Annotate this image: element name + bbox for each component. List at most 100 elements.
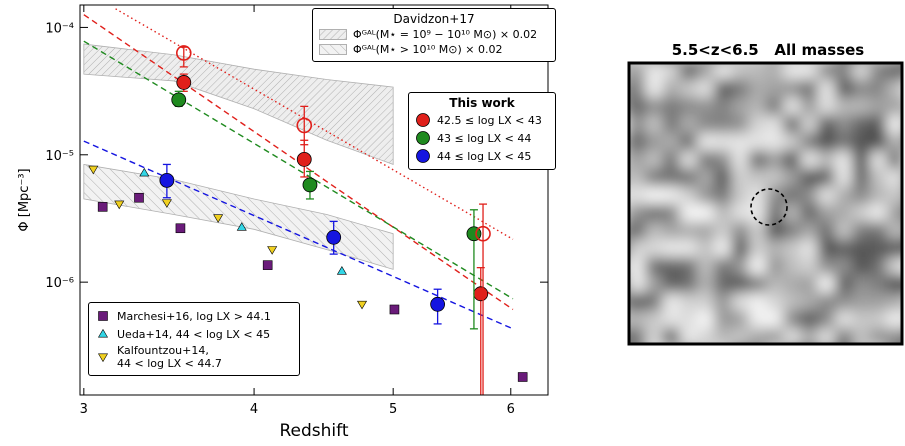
image-pixel (783, 133, 801, 152)
image-pixel (732, 80, 750, 99)
image-pixel (697, 204, 715, 223)
image-pixel (870, 346, 888, 365)
image-pixel (663, 222, 681, 241)
image-pixel (628, 346, 646, 365)
image-pixel (801, 80, 819, 99)
image-pixel (783, 293, 801, 312)
image-pixel (801, 169, 819, 188)
image-pixel (870, 98, 888, 117)
image-pixel (611, 80, 629, 99)
data-point (263, 261, 272, 270)
image-pixel (835, 186, 853, 205)
image-pixel (680, 204, 698, 223)
image-pixel (801, 133, 819, 152)
image-pixel (732, 186, 750, 205)
image-pixel (628, 293, 646, 312)
image-pixel (714, 186, 732, 205)
image-pixel (663, 204, 681, 223)
image-pixel (852, 80, 870, 99)
legend-entry: 43 ≤ log LX < 44 (415, 130, 549, 146)
image-pixel (645, 311, 663, 330)
image-pixel (611, 44, 629, 63)
image-pixel (611, 222, 629, 241)
image-pixel (628, 186, 646, 205)
image-pixel (783, 115, 801, 134)
image-pixel (835, 275, 853, 294)
legend-swatch (415, 130, 431, 146)
legend-label: Φᴳᴬᴸ(M⋆ = 10⁹ − 10¹⁰ M⊙) × 0.02 (353, 28, 537, 41)
bands-legend: Davidzon+17 Φᴳᴬᴸ(M⋆ = 10⁹ − 10¹⁰ M⊙) × 0… (312, 8, 556, 62)
image-pixel (766, 275, 784, 294)
image-pixel (783, 275, 801, 294)
image-pixel (749, 80, 767, 99)
image-pixel (732, 240, 750, 259)
y-axis-label: Φ [Mpc⁻³] (17, 168, 32, 231)
image-pixel (697, 346, 715, 365)
legend-label: Ueda+14, 44 < log LX < 45 (117, 328, 270, 341)
x-tick-label: 6 (507, 402, 515, 417)
image-pixel (852, 115, 870, 134)
legend-swatch-fill (320, 45, 347, 55)
image-pixel (835, 240, 853, 259)
legend-label: 44 ≤ log LX < 45 (437, 150, 531, 163)
image-pixel (714, 62, 732, 81)
image-pixel (818, 257, 836, 276)
image-pixel (749, 133, 767, 152)
image-pixel (697, 311, 715, 330)
page: Redshift Φ [Mpc⁻³] 5.5<z<6.5 All masses … (0, 0, 905, 446)
image-pixel (680, 151, 698, 170)
data-point (176, 224, 185, 233)
image-pixel (645, 186, 663, 205)
legend-entry: 42.5 ≤ log LX < 43 (415, 112, 549, 128)
image-pixel (628, 311, 646, 330)
image-pixel (801, 98, 819, 117)
image-pixel (732, 62, 750, 81)
image-pixel (818, 151, 836, 170)
hatched-band (84, 44, 393, 164)
image-pixel (697, 275, 715, 294)
data-point (390, 305, 399, 314)
image-pixel (680, 346, 698, 365)
image-pixel (697, 80, 715, 99)
image-pixel (628, 169, 646, 188)
legend-swatch-fill (320, 30, 347, 40)
image-pixel (835, 80, 853, 99)
image-pixel (697, 133, 715, 152)
legend-label: 43 ≤ log LX < 44 (437, 132, 531, 145)
image-pixel (783, 257, 801, 276)
image-pixel (835, 115, 853, 134)
image-pixel (697, 186, 715, 205)
image-pixel (714, 115, 732, 134)
image-pixel (835, 346, 853, 365)
image-pixel (835, 169, 853, 188)
image-pixel (801, 62, 819, 81)
image-pixel (852, 62, 870, 81)
image-pixel (611, 257, 629, 276)
image-pixel (680, 80, 698, 99)
image-pixel (783, 98, 801, 117)
image-pixel (732, 311, 750, 330)
image-pixel (697, 293, 715, 312)
legend-label: 42.5 ≤ log LX < 43 (437, 114, 542, 127)
image-pixel (663, 293, 681, 312)
image-pixel (749, 151, 767, 170)
image-pixel (749, 346, 767, 365)
image-pixel (628, 240, 646, 259)
image-pixel (680, 169, 698, 188)
image-pixel (835, 222, 853, 241)
image-pixel (818, 115, 836, 134)
image-pixel (628, 204, 646, 223)
image-pixel (870, 275, 888, 294)
image-pixel (628, 133, 646, 152)
image-pixel (680, 186, 698, 205)
image-pixel (645, 98, 663, 117)
image-pixel (749, 311, 767, 330)
image-pixel (852, 204, 870, 223)
image-pixel (697, 257, 715, 276)
image-pixel (697, 115, 715, 134)
image-pixel (697, 222, 715, 241)
image-pixel (680, 133, 698, 152)
image-pixel (852, 222, 870, 241)
image-pixel (818, 80, 836, 99)
